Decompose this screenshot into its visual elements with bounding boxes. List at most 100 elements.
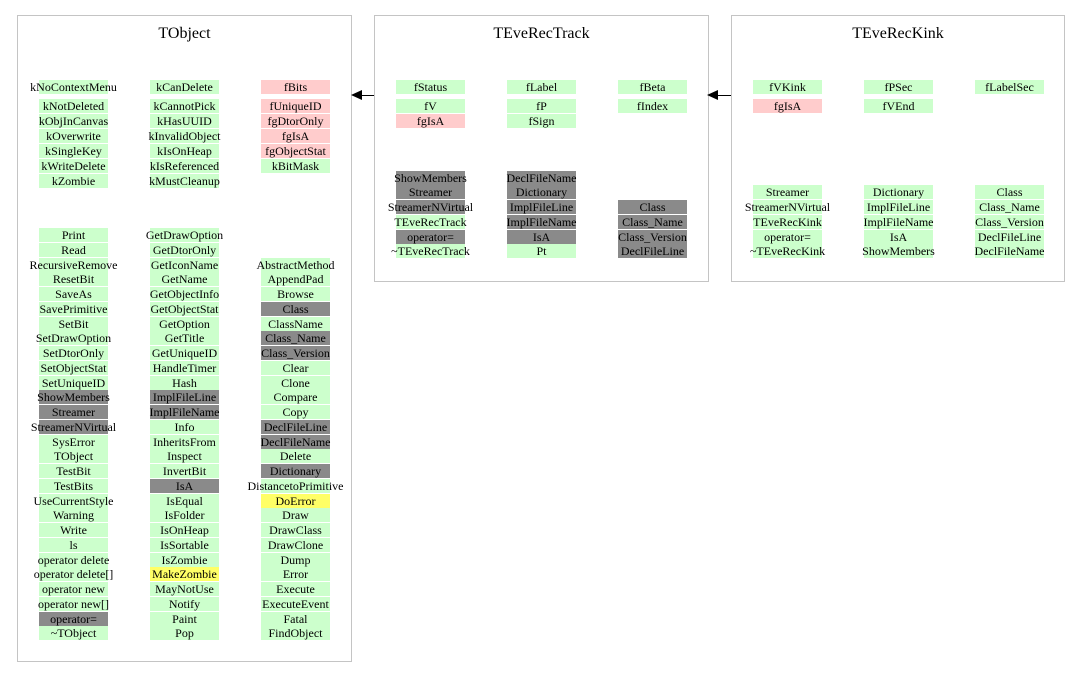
member-cell[interactable]: SetDrawOption	[36, 331, 111, 346]
member-cell[interactable]: Streamer	[753, 185, 822, 200]
member-cell[interactable]: kIsOnHeap	[150, 144, 219, 158]
member-cell[interactable]: GetOption	[150, 316, 219, 331]
member-cell[interactable]: SysError	[39, 434, 108, 449]
member-cell[interactable]: Copy	[261, 405, 330, 419]
member-cell[interactable]: GetName	[150, 272, 219, 287]
member-cell[interactable]: fVEnd	[864, 99, 933, 113]
member-cell[interactable]: ShowMembers	[394, 170, 467, 185]
member-cell[interactable]: Clear	[261, 360, 330, 375]
member-cell[interactable]: GetObjectStat	[150, 301, 219, 316]
member-cell[interactable]: GetUniqueID	[150, 346, 219, 360]
member-cell[interactable]: kWriteDelete	[39, 159, 108, 173]
member-cell[interactable]: Class	[261, 301, 330, 316]
member-cell[interactable]: fLabelSec	[975, 80, 1044, 94]
member-cell[interactable]: Browse	[261, 287, 330, 301]
member-cell[interactable]: DoError	[261, 493, 330, 508]
member-cell[interactable]: kSingleKey	[39, 144, 108, 158]
member-cell[interactable]: DeclFileName	[975, 244, 1045, 259]
member-cell[interactable]: MayNotUse	[150, 582, 219, 596]
member-cell[interactable]: Draw	[261, 508, 330, 523]
member-cell[interactable]: Execute	[261, 582, 330, 596]
member-cell[interactable]: StreamerNVirtual	[745, 200, 830, 214]
member-cell[interactable]: Inspect	[150, 449, 219, 464]
member-cell[interactable]: GetIconName	[150, 257, 219, 272]
member-cell[interactable]: Print	[39, 228, 108, 242]
member-cell[interactable]: fgDtorOnly	[261, 114, 330, 128]
member-cell[interactable]: ImplFileName	[507, 214, 577, 229]
member-cell[interactable]: fSign	[507, 114, 576, 128]
member-cell[interactable]: kNoContextMenu	[30, 80, 117, 94]
member-cell[interactable]: DeclFileName	[261, 434, 331, 449]
member-cell[interactable]: fIndex	[618, 99, 687, 113]
member-cell[interactable]: GetTitle	[150, 331, 219, 346]
member-cell[interactable]: StreamerNVirtual	[31, 419, 116, 434]
member-cell[interactable]: SaveAs	[39, 287, 108, 301]
member-cell[interactable]: SavePrimitive	[39, 301, 108, 316]
member-cell[interactable]: Dictionary	[507, 185, 576, 200]
member-cell[interactable]: ExecuteEvent	[261, 596, 330, 611]
member-cell[interactable]: InheritsFrom	[150, 434, 219, 449]
member-cell[interactable]: ImplFileLine	[150, 390, 219, 405]
member-cell[interactable]: TObject	[39, 449, 108, 464]
member-cell[interactable]: kNotDeleted	[39, 99, 108, 113]
member-cell[interactable]: operator=	[396, 229, 465, 244]
member-cell[interactable]: fUniqueID	[261, 99, 330, 113]
member-cell[interactable]: FindObject	[261, 626, 330, 641]
member-cell[interactable]: fStatus	[396, 80, 465, 94]
member-cell[interactable]: Dictionary	[864, 185, 933, 200]
member-cell[interactable]: ~TEveRecTrack	[391, 244, 470, 259]
member-cell[interactable]: Pt	[507, 244, 576, 259]
member-cell[interactable]: kMustCleanup	[149, 174, 220, 188]
member-cell[interactable]: Streamer	[396, 185, 465, 200]
member-cell[interactable]: Delete	[261, 449, 330, 464]
member-cell[interactable]: GetObjectInfo	[150, 287, 219, 301]
member-cell[interactable]: fBits	[261, 80, 330, 94]
member-cell[interactable]: StreamerNVirtual	[388, 200, 473, 214]
member-cell[interactable]: IsSortable	[150, 537, 219, 552]
member-cell[interactable]: ShowMembers	[862, 244, 935, 259]
member-cell[interactable]: Streamer	[39, 405, 108, 419]
member-cell[interactable]: RecursiveRemove	[30, 257, 118, 272]
member-cell[interactable]: AbstractMethod	[257, 257, 335, 272]
member-cell[interactable]: Class_Version	[975, 214, 1044, 229]
member-cell[interactable]: fgIsA	[396, 114, 465, 128]
member-cell[interactable]: fVKink	[753, 80, 822, 94]
member-cell[interactable]: kHasUUID	[150, 114, 219, 128]
member-cell[interactable]: ResetBit	[39, 272, 108, 287]
member-cell[interactable]: fV	[396, 99, 465, 113]
member-cell[interactable]: HandleTimer	[150, 360, 219, 375]
member-cell[interactable]: Read	[39, 242, 108, 257]
member-cell[interactable]: Warning	[39, 508, 108, 523]
member-cell[interactable]: kZombie	[39, 174, 108, 188]
member-cell[interactable]: Class_Name	[975, 200, 1044, 214]
member-cell[interactable]: IsZombie	[150, 552, 219, 567]
member-cell[interactable]: SetObjectStat	[39, 360, 108, 375]
member-cell[interactable]: IsFolder	[150, 508, 219, 523]
member-cell[interactable]: operator=	[39, 611, 108, 626]
member-cell[interactable]: Class_Version	[261, 346, 330, 360]
member-cell[interactable]: AppendPad	[261, 272, 330, 287]
member-cell[interactable]: ~TEveRecKink	[750, 244, 825, 259]
member-cell[interactable]: ClassName	[261, 316, 330, 331]
member-cell[interactable]: SetBit	[39, 316, 108, 331]
member-cell[interactable]: ~TObject	[39, 626, 108, 641]
member-cell[interactable]: Class	[975, 185, 1044, 200]
member-cell[interactable]: Dump	[261, 552, 330, 567]
member-cell[interactable]: MakeZombie	[150, 567, 219, 582]
member-cell[interactable]: kOverwrite	[39, 129, 108, 143]
member-cell[interactable]: GetDrawOption	[146, 228, 223, 242]
member-cell[interactable]: fBeta	[618, 80, 687, 94]
member-cell[interactable]: DeclFileName	[507, 170, 577, 185]
member-cell[interactable]: operator new[]	[38, 596, 109, 611]
member-cell[interactable]: operator=	[753, 229, 822, 244]
member-cell[interactable]: fPSec	[864, 80, 933, 94]
member-cell[interactable]: TestBits	[39, 478, 108, 493]
member-cell[interactable]: UseCurrentStyle	[34, 493, 114, 508]
member-cell[interactable]: kBitMask	[261, 159, 330, 173]
member-cell[interactable]: fgObjectStat	[261, 144, 330, 158]
member-cell[interactable]: DrawClass	[261, 523, 330, 537]
member-cell[interactable]: fP	[507, 99, 576, 113]
member-cell[interactable]: TestBit	[39, 464, 108, 478]
member-cell[interactable]: TEveRecKink	[753, 214, 822, 229]
member-cell[interactable]: kIsReferenced	[150, 159, 219, 173]
